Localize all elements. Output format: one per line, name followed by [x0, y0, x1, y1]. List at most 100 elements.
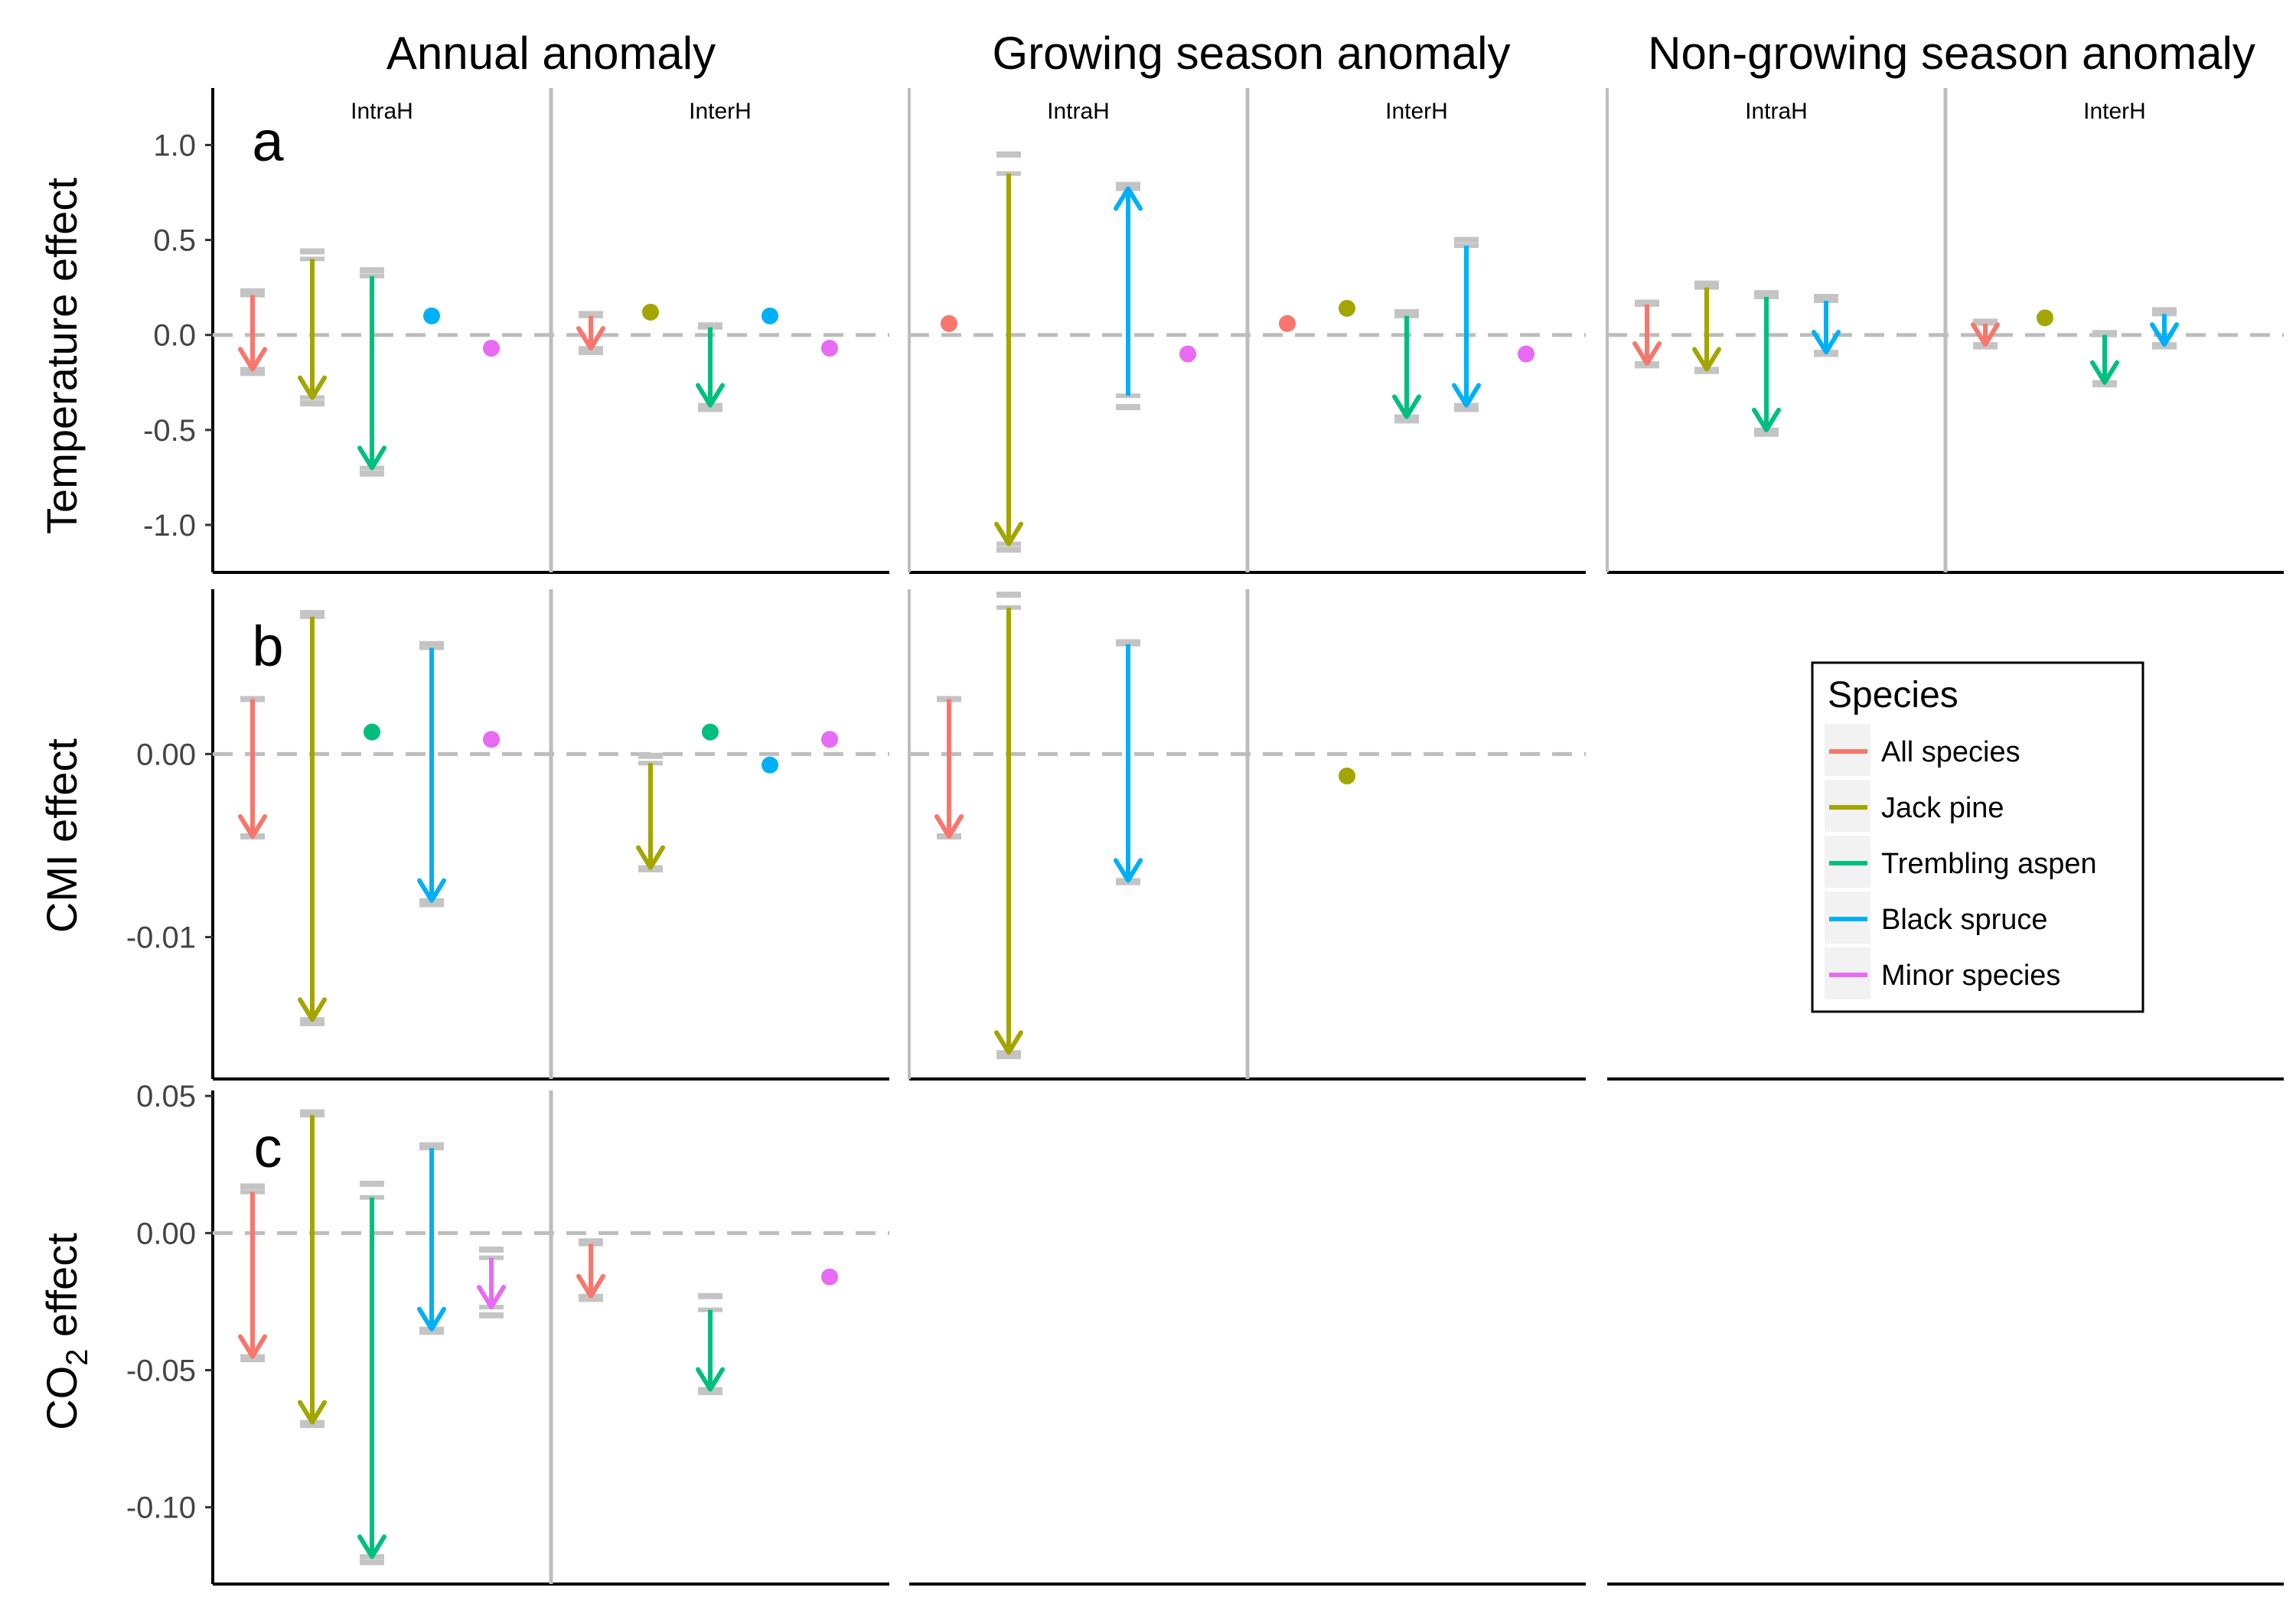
mark-black-spruce: [1114, 181, 1143, 411]
mark-minor-species: [483, 340, 500, 357]
mark-all-species: [238, 1183, 267, 1363]
mark-minor-species: [1518, 345, 1534, 363]
strip-label-interh: InterH: [1385, 99, 1448, 124]
col-title-annual: Annual anomaly: [386, 28, 716, 79]
mark-trembling-aspen: [696, 1292, 725, 1396]
arrow-head: [1114, 858, 1143, 883]
panel-letter-a: a: [252, 109, 284, 173]
y-tick-label: 0.0: [153, 319, 196, 353]
mark-minor-species: [483, 731, 500, 748]
arrow-head: [298, 1400, 327, 1425]
mark-black-spruce: [1114, 639, 1143, 885]
y-tick-label: 1.0: [153, 129, 196, 162]
point-mark: [821, 731, 838, 748]
ylabel-temperature: Temperature effect: [38, 178, 86, 534]
panel-letter-c: c: [254, 1116, 282, 1179]
point-mark: [941, 315, 957, 332]
mark-minor-species: [821, 1268, 838, 1286]
mark-black-spruce: [1452, 236, 1481, 412]
mark-all-species: [238, 288, 267, 376]
mark-jack-pine: [994, 151, 1023, 553]
ylabel-cmi: CMI effect: [38, 738, 86, 933]
legend-item-label: Minor species: [1881, 960, 2060, 992]
mark-trembling-aspen: [357, 1180, 386, 1566]
arrow-head: [357, 1534, 386, 1560]
mark-minor-species: [821, 731, 838, 748]
arrow-head: [934, 813, 964, 839]
mark-all-species: [576, 1238, 605, 1302]
arrow-head: [238, 1334, 267, 1359]
y-tick-label: -0.5: [143, 414, 196, 448]
point-mark: [1179, 345, 1196, 363]
arrow-head: [2090, 360, 2119, 385]
mark-black-spruce: [762, 307, 778, 324]
arrow-head: [1392, 394, 1421, 419]
mark-jack-pine: [1339, 768, 1355, 785]
arrow-head: [576, 1273, 605, 1299]
mark-black-spruce: [417, 641, 446, 908]
mark-black-spruce: [417, 1142, 446, 1335]
arrow-head: [1971, 322, 2000, 347]
y-tick-label: 0.05: [136, 1080, 196, 1113]
ylabel-co2-sub: 2: [60, 1349, 94, 1366]
mark-minor-species: [1179, 345, 1196, 363]
arrow-head: [696, 1367, 725, 1392]
mark-all-species: [238, 696, 267, 839]
point-mark: [642, 303, 659, 321]
mark-all-species: [1971, 318, 2000, 350]
mark-jack-pine: [1692, 280, 1721, 374]
y-ticks: 1.0 0.5 0.0 -0.5 -1.0 0.00 -0.01 0.05 0.00 -0.05 -…: [126, 129, 213, 1525]
panel-frames: [211, 88, 2284, 1586]
point-mark: [702, 723, 719, 741]
y-tick-label: -0.05: [126, 1354, 196, 1388]
point-mark: [821, 1268, 838, 1286]
ylabel-co2-prefix: CO: [38, 1366, 86, 1430]
mark-trembling-aspen: [2090, 330, 2119, 388]
point-mark: [1339, 299, 1355, 317]
mark-trembling-aspen: [357, 267, 386, 477]
strip-label-intrah: IntraH: [1745, 99, 1808, 124]
arrow-head: [298, 375, 327, 400]
y-tick-label: -0.01: [126, 921, 196, 955]
arrow-head: [417, 878, 446, 903]
y-tick-label: 0.00: [136, 738, 196, 771]
arrow-head: [238, 813, 267, 839]
data-marks: [238, 151, 2179, 1566]
mark-all-species: [1279, 315, 1296, 332]
mark-jack-pine: [298, 610, 327, 1027]
y-tick-label: -0.10: [126, 1491, 196, 1525]
mark-trembling-aspen: [1752, 290, 1781, 437]
legend-item-label: Black spruce: [1881, 904, 2048, 936]
strip-label-interh: InterH: [689, 99, 752, 124]
arrow-head: [417, 1306, 446, 1332]
point-mark: [1518, 345, 1534, 363]
legend-items: All species Jack pine Trembling aspen Black…: [1825, 724, 2097, 999]
legend: Species All species Jack pine Trembling as…: [1811, 661, 2144, 1013]
arrow-head: [477, 1285, 506, 1310]
mark-jack-pine: [1339, 299, 1355, 317]
mark-jack-pine: [298, 248, 327, 407]
point-mark: [483, 731, 500, 748]
arrow-head: [1812, 330, 1841, 355]
mark-jack-pine: [994, 592, 1023, 1060]
legend-item-label: Trembling aspen: [1881, 848, 2097, 880]
point-mark: [1279, 315, 1296, 332]
ylabel-co2: CO2 effect: [38, 1233, 94, 1430]
mark-jack-pine: [298, 1109, 327, 1429]
legend-item-label: Jack pine: [1881, 792, 2004, 824]
mark-jack-pine: [2037, 309, 2053, 327]
strip-label-interh: InterH: [2083, 99, 2146, 124]
strip-label-intrah: IntraH: [1047, 99, 1110, 124]
arrow-head: [298, 997, 327, 1022]
point-mark: [762, 307, 778, 324]
arrow-head: [1114, 186, 1143, 211]
mark-black-spruce: [1812, 294, 1841, 357]
point-mark: [2037, 309, 2053, 327]
arrow-head: [994, 1030, 1023, 1055]
mark-minor-species: [821, 340, 838, 357]
arrow-head: [2150, 322, 2179, 347]
arrow-head: [1632, 341, 1662, 366]
point-mark: [364, 723, 380, 741]
arrow-head: [238, 347, 267, 372]
